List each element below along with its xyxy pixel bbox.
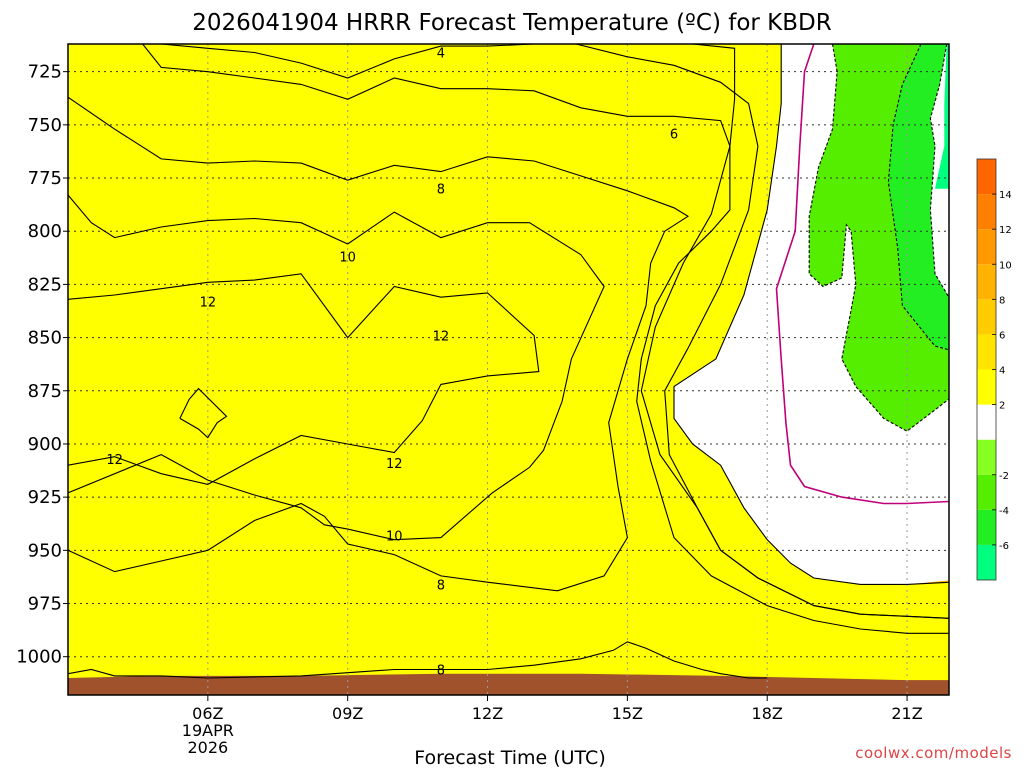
x-tick-sublabel: 19APR — [182, 721, 234, 740]
x-tick-label: 15Z — [612, 704, 643, 723]
x-axis-label: Forecast Time (UTC) — [414, 747, 605, 768]
colorbar-label: 4 — [999, 366, 1005, 377]
colorbar-label: 10 — [999, 260, 1012, 271]
y-tick-label: 750 — [28, 115, 62, 136]
contour-label: 8 — [437, 663, 445, 678]
colorbar-label: 14 — [999, 190, 1012, 201]
contour-line — [68, 96, 690, 592]
contour-line — [808, 44, 949, 432]
y-axis: 725 750 775 800 825 850 875 900 925 950 975 1000 — [16, 62, 68, 668]
y-tick-label: 725 — [28, 62, 62, 83]
x-tick-label: 18Z — [752, 704, 783, 723]
contour-line — [929, 44, 949, 299]
colorbar-swatch — [977, 159, 996, 195]
colorbar-swatch — [977, 404, 996, 440]
colorbar-label: -4 — [999, 506, 1009, 517]
y-tick-label: 875 — [28, 381, 62, 402]
contour-lines — [68, 44, 949, 679]
contour-line — [775, 44, 949, 505]
ground-layer — [68, 673, 949, 695]
y-tick-label: 925 — [28, 487, 62, 508]
contour-line — [887, 44, 949, 351]
contour-line — [68, 641, 768, 679]
colorbar-label: 2 — [999, 401, 1005, 412]
colorbar-swatch — [977, 334, 996, 370]
chart-title: 2026041904 HRRR Forecast Temperature (ºC… — [192, 10, 831, 36]
region-minus-2-to-minus-4 — [809, 44, 949, 432]
contour-label: 6 — [670, 127, 678, 142]
colorbar-swatch — [977, 194, 996, 230]
contour-label: 4 — [437, 47, 445, 62]
colorbar-swatch — [977, 264, 996, 300]
credit-text: coolwx.com/models — [855, 744, 1012, 762]
plot-frame — [67, 43, 950, 696]
contour-line — [68, 273, 540, 485]
colorbar-swatch — [977, 439, 996, 475]
colorbar-swatch — [977, 509, 996, 545]
contour-labels: 4 6 8 8 8 10 10 12 12 12 12 — [106, 47, 678, 679]
colorbar-swatch — [977, 369, 996, 405]
contour-label: 8 — [437, 578, 445, 593]
contour-line — [68, 194, 605, 541]
y-tick-label: 1000 — [16, 647, 62, 668]
x-tick-label: 12Z — [472, 704, 503, 723]
contour-label: 12 — [386, 457, 403, 472]
plot-fills — [68, 44, 949, 695]
contour-label: 12 — [200, 295, 217, 310]
region-0-to-2 — [68, 44, 949, 695]
colorbar-swatch — [977, 299, 996, 335]
colorbar-label: 12 — [999, 225, 1012, 236]
colorbar: -6 -4 -2 2 4 6 8 10 12 14 — [976, 158, 1012, 581]
x-tick-sublabel: 2026 — [187, 738, 228, 757]
region-minus-6-to-minus-8 — [935, 44, 949, 189]
y-tick-label: 950 — [28, 540, 62, 561]
colorbar-swatch — [977, 474, 996, 510]
contour-label: 12 — [106, 453, 123, 468]
contour-line — [673, 44, 949, 585]
region-minus-4-to-minus-6 — [888, 44, 949, 350]
y-tick-label: 975 — [28, 594, 62, 615]
x-tick-label: 09Z — [332, 704, 363, 723]
grid-lines — [68, 44, 949, 695]
x-tick-label: 21Z — [891, 704, 922, 723]
colorbar-label: 8 — [999, 295, 1005, 306]
contour-line — [107, 44, 949, 619]
y-tick-label: 775 — [28, 168, 62, 189]
contour-label: 10 — [339, 251, 356, 266]
colorbar-label: 6 — [999, 330, 1005, 341]
colorbar-label: -6 — [999, 541, 1009, 552]
ground-surface — [68, 673, 949, 695]
colorbar-swatch — [977, 544, 996, 580]
contour-label: 8 — [437, 183, 445, 198]
x-tick-label: 06Z — [192, 704, 223, 723]
y-tick-label: 900 — [28, 434, 62, 455]
colorbar-label: -2 — [999, 471, 1009, 482]
y-tick-label: 825 — [28, 274, 62, 295]
y-tick-label: 800 — [28, 221, 62, 242]
contour-line — [179, 387, 228, 439]
colorbar-swatch — [977, 229, 996, 265]
contour-label: 12 — [433, 329, 450, 344]
contour-label: 10 — [386, 529, 403, 544]
y-tick-label: 850 — [28, 328, 62, 349]
